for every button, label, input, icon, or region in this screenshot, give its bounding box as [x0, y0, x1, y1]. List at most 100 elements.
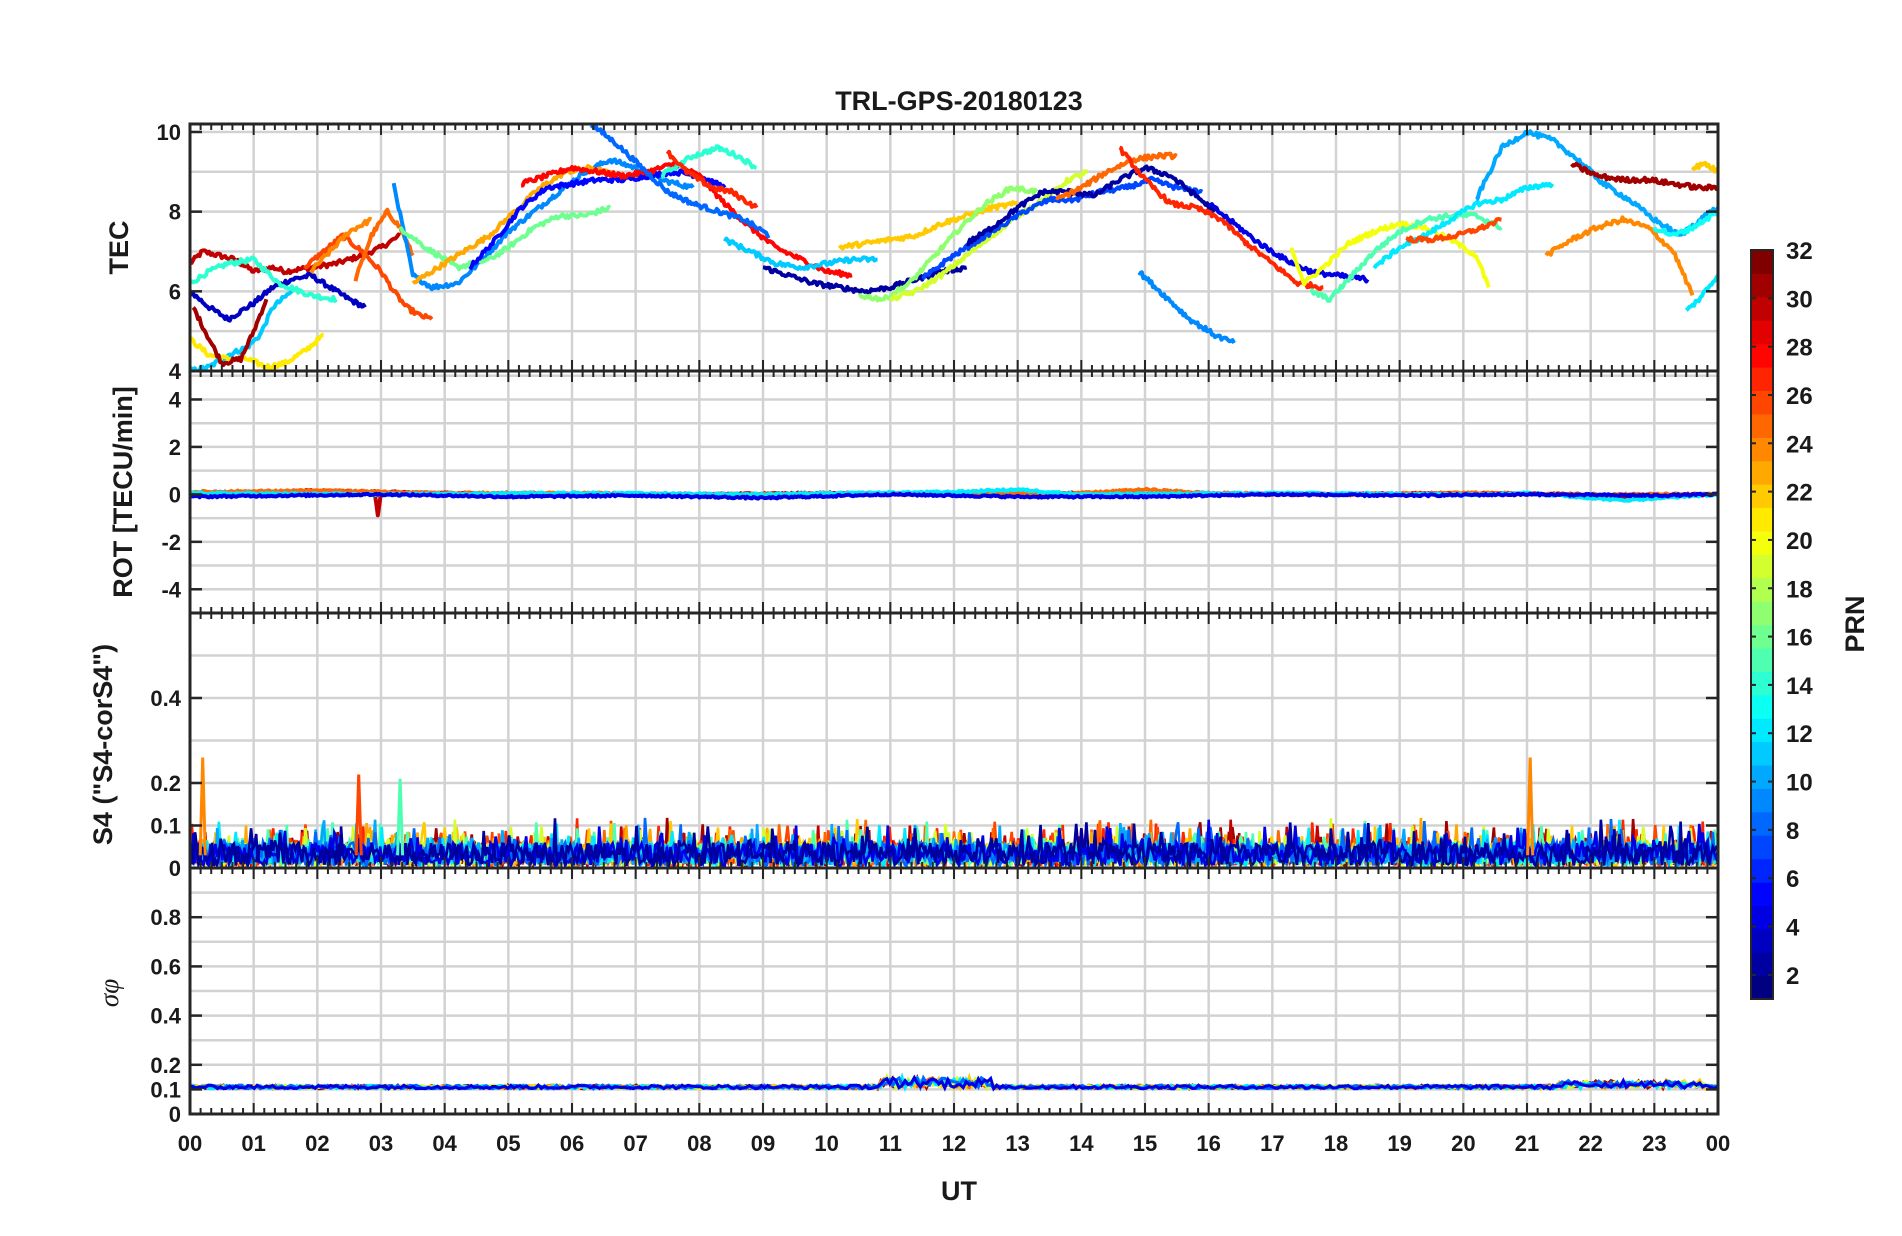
- x-tick-label: 02: [305, 1131, 329, 1156]
- colorbar-segment: [1751, 320, 1773, 345]
- x-tick-label: 20: [1451, 1131, 1475, 1156]
- series-line-prn-16: [398, 204, 612, 272]
- y-tick-label: 0: [169, 856, 181, 881]
- series-line-prn-26: [1405, 216, 1502, 244]
- x-tick-label: 23: [1642, 1131, 1666, 1156]
- colorbar-segment: [1751, 905, 1773, 930]
- colorbar-segment: [1751, 530, 1773, 555]
- series-line-prn-12: [1372, 181, 1555, 270]
- series-line-prn-19: [889, 169, 1089, 302]
- series-line-prn-25: [1055, 151, 1178, 201]
- y-tick-label: 6: [169, 279, 181, 304]
- series-line-prn-24: [1544, 215, 1695, 297]
- series-line-prn-31: [1570, 161, 1718, 192]
- x-tick-label: 01: [241, 1131, 265, 1156]
- x-tick-label: 05: [496, 1131, 520, 1156]
- sigma-line-prn-4: [190, 1074, 1718, 1092]
- y-tick-label: 0.4: [150, 686, 181, 711]
- series-line-prn-8: [589, 124, 771, 239]
- series-line-prn-3: [190, 271, 367, 323]
- x-tick-label: 04: [432, 1131, 457, 1156]
- colorbar-segment: [1751, 624, 1773, 649]
- y-tick-label: 0.1: [150, 814, 181, 839]
- colorbar-tick-label: 6: [1786, 866, 1799, 893]
- chart-title: TRL-GPS-20180123: [835, 86, 1083, 116]
- colorbar-segment: [1751, 647, 1773, 672]
- x-tick-label: 19: [1387, 1131, 1411, 1156]
- s4-spike-prn-24: [1526, 757, 1535, 856]
- y-axis-label: σφ: [94, 979, 124, 1007]
- series-line-prn-27: [1118, 145, 1324, 292]
- y-tick-label: 10: [157, 120, 181, 145]
- colorbar-segment: [1751, 460, 1773, 485]
- series-line-prn-21: [190, 333, 325, 371]
- x-tick-label: 12: [942, 1131, 966, 1156]
- x-tick-label: 17: [1260, 1131, 1284, 1156]
- series-line-prn-2: [966, 164, 1217, 247]
- colorbar-segment: [1751, 764, 1773, 789]
- x-tick-label: 15: [1133, 1131, 1157, 1156]
- colorbar-segment: [1751, 437, 1773, 462]
- colorbar-tick-label: 10: [1786, 770, 1813, 797]
- series-line-prn-12: [1685, 274, 1718, 312]
- x-tick-label: 03: [369, 1131, 393, 1156]
- colorbar-segment: [1751, 694, 1773, 719]
- colorbar-segment: [1751, 484, 1773, 509]
- colorbar-label: PRN: [1840, 595, 1870, 652]
- colorbar-segment: [1751, 413, 1773, 438]
- y-tick-label: 4: [169, 359, 182, 384]
- x-tick-label: 08: [687, 1131, 711, 1156]
- colorbar-segment: [1751, 367, 1773, 392]
- panel-sigma_phi: 00.10.2 0.4 0.6 0.8 σφ: [94, 866, 1720, 1127]
- colorbar-tick-label: 20: [1786, 528, 1813, 555]
- series-line-prn-15: [1309, 211, 1503, 303]
- series-line-prn-9: [1137, 270, 1236, 345]
- colorbar-segment: [1751, 835, 1773, 860]
- colorbar-segment: [1751, 881, 1773, 906]
- series-line-prn-2: [762, 265, 968, 295]
- y-tick-label: 4: [169, 387, 182, 412]
- x-tick-label: 00: [178, 1131, 202, 1156]
- colorbar-tick-label: 24: [1786, 431, 1813, 458]
- x-tick-label: 09: [751, 1131, 775, 1156]
- series-line-prn-13: [1652, 210, 1718, 237]
- colorbar-segment: [1751, 296, 1773, 321]
- y-tick-label: 0.2: [150, 771, 181, 796]
- colorbar-segment: [1751, 390, 1773, 415]
- colorbar-segment: [1751, 858, 1773, 883]
- colorbar-tick-label: 16: [1786, 625, 1813, 652]
- series-line-prn-22: [837, 200, 1019, 251]
- x-tick-label: 11: [879, 1131, 902, 1156]
- y-axis-label: TEC: [104, 221, 134, 275]
- y-axis-label: ROT [TECU/min]: [108, 386, 138, 597]
- y-tick-label: 0: [169, 1102, 181, 1127]
- colorbar-tick-label: 30: [1786, 286, 1813, 313]
- colorbar-tick-label: 32: [1786, 238, 1813, 265]
- series-line-prn-20: [1289, 220, 1491, 288]
- colorbar-tick-label: 22: [1786, 480, 1813, 507]
- y-tick-label: -4: [161, 577, 181, 602]
- colorbar-segment: [1751, 975, 1773, 1000]
- x-tick-label: 14: [1069, 1131, 1094, 1156]
- series-line-prn-4: [190, 491, 1718, 501]
- series-line-prn-11: [723, 236, 878, 271]
- x-tick-label: 07: [623, 1131, 647, 1156]
- y-tick-label: 2: [169, 435, 181, 460]
- colorbar-frame: [1750, 249, 1774, 1000]
- colorbar-segment: [1751, 554, 1773, 579]
- colorbar-segment: [1751, 811, 1773, 836]
- colorbar-segment: [1751, 952, 1773, 977]
- x-tick-label: 16: [1196, 1131, 1220, 1156]
- series-group: [190, 124, 1718, 371]
- series-group: [190, 486, 1718, 518]
- colorbar-tick-label: 28: [1786, 335, 1813, 362]
- colorbar-tick-label: 2: [1786, 963, 1799, 990]
- x-tick-label: 13: [1005, 1131, 1029, 1156]
- x-tick-label: 18: [1324, 1131, 1348, 1156]
- y-tick-label: 8: [169, 200, 181, 225]
- s4-spike-prn-15: [396, 778, 405, 856]
- colorbar-tick-label: 26: [1786, 383, 1813, 410]
- series-line-prn-22: [1690, 160, 1718, 174]
- colorbar-tick-label: 8: [1786, 818, 1799, 845]
